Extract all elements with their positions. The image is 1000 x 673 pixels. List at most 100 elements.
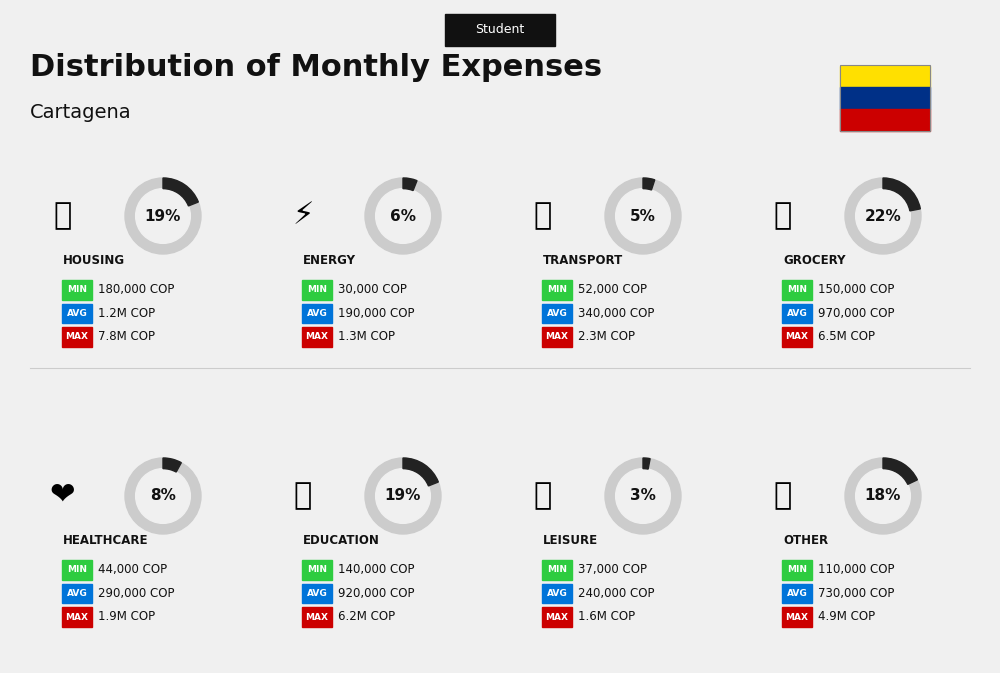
FancyBboxPatch shape	[840, 65, 930, 87]
Text: 6.2M COP: 6.2M COP	[338, 610, 395, 623]
Circle shape	[856, 188, 910, 244]
Circle shape	[376, 188, 430, 244]
Text: 44,000 COP: 44,000 COP	[98, 563, 167, 577]
Text: 180,000 COP: 180,000 COP	[98, 283, 174, 297]
Text: 730,000 COP: 730,000 COP	[818, 587, 894, 600]
Bar	[840, 65, 930, 131]
Text: 1.3M COP: 1.3M COP	[338, 330, 395, 343]
FancyBboxPatch shape	[302, 560, 332, 579]
Wedge shape	[883, 178, 920, 211]
Text: ⚡: ⚡	[292, 201, 314, 230]
Text: AVG: AVG	[307, 589, 327, 598]
Circle shape	[856, 468, 910, 524]
Wedge shape	[643, 458, 650, 469]
Text: 4.9M COP: 4.9M COP	[818, 610, 875, 623]
Circle shape	[845, 458, 921, 534]
Text: MAX: MAX	[66, 332, 89, 341]
Text: 🚌: 🚌	[534, 201, 552, 230]
Text: MIN: MIN	[787, 285, 807, 295]
Circle shape	[616, 188, 670, 244]
FancyBboxPatch shape	[782, 607, 812, 627]
Text: 🛍️: 🛍️	[534, 481, 552, 511]
Circle shape	[125, 178, 201, 254]
FancyBboxPatch shape	[302, 304, 332, 323]
Text: 52,000 COP: 52,000 COP	[578, 283, 647, 297]
FancyBboxPatch shape	[302, 607, 332, 627]
Text: MIN: MIN	[547, 285, 567, 295]
Text: 190,000 COP: 190,000 COP	[338, 307, 415, 320]
FancyBboxPatch shape	[542, 304, 572, 323]
Text: AVG: AVG	[787, 589, 807, 598]
FancyBboxPatch shape	[542, 583, 572, 603]
FancyBboxPatch shape	[62, 327, 92, 347]
Text: MIN: MIN	[67, 285, 87, 295]
Text: 5%: 5%	[630, 209, 656, 223]
Wedge shape	[883, 458, 917, 485]
Text: HOUSING: HOUSING	[63, 254, 125, 267]
Wedge shape	[403, 458, 438, 486]
Text: Student: Student	[475, 24, 525, 36]
Text: 🎓: 🎓	[294, 481, 312, 511]
FancyBboxPatch shape	[302, 327, 332, 347]
Circle shape	[605, 458, 681, 534]
Text: LEISURE: LEISURE	[543, 534, 598, 546]
FancyBboxPatch shape	[782, 560, 812, 579]
Text: MAX: MAX	[546, 612, 568, 621]
Text: MIN: MIN	[67, 565, 87, 575]
Text: MAX: MAX	[306, 612, 329, 621]
Text: 🛒: 🛒	[774, 201, 792, 230]
Text: Cartagena: Cartagena	[30, 104, 132, 122]
FancyBboxPatch shape	[62, 280, 92, 299]
Text: ❤️: ❤️	[50, 481, 76, 511]
Text: 1.9M COP: 1.9M COP	[98, 610, 155, 623]
Text: 150,000 COP: 150,000 COP	[818, 283, 894, 297]
Text: EDUCATION: EDUCATION	[303, 534, 380, 546]
FancyBboxPatch shape	[302, 280, 332, 299]
Text: 19%: 19%	[145, 209, 181, 223]
Text: MAX: MAX	[786, 332, 809, 341]
Text: 18%: 18%	[865, 489, 901, 503]
Circle shape	[376, 468, 430, 524]
Text: HEALTHCARE: HEALTHCARE	[63, 534, 148, 546]
Circle shape	[845, 178, 921, 254]
Text: MIN: MIN	[307, 285, 327, 295]
Text: MIN: MIN	[787, 565, 807, 575]
Text: MIN: MIN	[547, 565, 567, 575]
Text: OTHER: OTHER	[783, 534, 828, 546]
Text: 8%: 8%	[150, 489, 176, 503]
FancyBboxPatch shape	[62, 304, 92, 323]
FancyBboxPatch shape	[542, 607, 572, 627]
Text: MIN: MIN	[307, 565, 327, 575]
Text: 19%: 19%	[385, 489, 421, 503]
Text: TRANSPORT: TRANSPORT	[543, 254, 623, 267]
FancyBboxPatch shape	[542, 280, 572, 299]
FancyBboxPatch shape	[62, 583, 92, 603]
Wedge shape	[643, 178, 655, 190]
FancyBboxPatch shape	[542, 327, 572, 347]
Text: 👜: 👜	[774, 481, 792, 511]
FancyBboxPatch shape	[62, 560, 92, 579]
FancyBboxPatch shape	[782, 280, 812, 299]
Text: 2.3M COP: 2.3M COP	[578, 330, 635, 343]
FancyBboxPatch shape	[782, 327, 812, 347]
Text: AVG: AVG	[67, 589, 87, 598]
Text: 1.2M COP: 1.2M COP	[98, 307, 155, 320]
Text: 110,000 COP: 110,000 COP	[818, 563, 895, 577]
Text: 240,000 COP: 240,000 COP	[578, 587, 655, 600]
Wedge shape	[163, 178, 198, 206]
Wedge shape	[403, 178, 417, 190]
Text: 140,000 COP: 140,000 COP	[338, 563, 415, 577]
Text: AVG: AVG	[787, 309, 807, 318]
Text: Distribution of Monthly Expenses: Distribution of Monthly Expenses	[30, 53, 602, 83]
FancyBboxPatch shape	[302, 583, 332, 603]
Text: MAX: MAX	[66, 612, 89, 621]
Text: 37,000 COP: 37,000 COP	[578, 563, 647, 577]
Text: MAX: MAX	[306, 332, 329, 341]
FancyBboxPatch shape	[840, 109, 930, 131]
Text: 🏢: 🏢	[54, 201, 72, 230]
Text: GROCERY: GROCERY	[783, 254, 846, 267]
Text: 1.6M COP: 1.6M COP	[578, 610, 635, 623]
Text: MAX: MAX	[546, 332, 568, 341]
FancyBboxPatch shape	[782, 304, 812, 323]
Text: 30,000 COP: 30,000 COP	[338, 283, 407, 297]
